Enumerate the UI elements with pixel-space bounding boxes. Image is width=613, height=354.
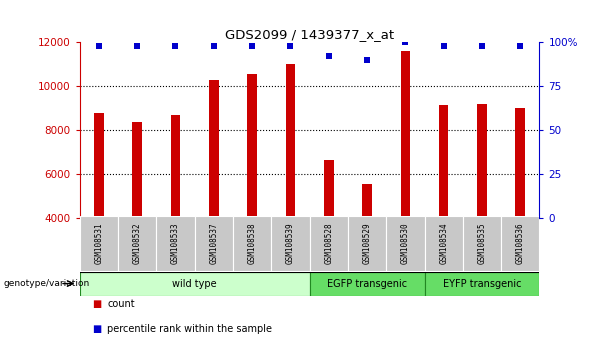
Point: [286, 43, 295, 49]
Bar: [132, 122, 142, 305]
Text: ■: ■: [92, 299, 101, 309]
Point: [324, 54, 333, 59]
Bar: [501, 216, 539, 271]
Text: GSM108528: GSM108528: [324, 223, 333, 264]
Bar: [271, 216, 310, 271]
Text: percentile rank within the sample: percentile rank within the sample: [107, 324, 272, 334]
Bar: [156, 216, 195, 271]
Point: [516, 43, 525, 49]
Text: GSM108529: GSM108529: [362, 223, 371, 264]
Bar: [463, 216, 501, 271]
Text: GSM108539: GSM108539: [286, 223, 295, 264]
Bar: [386, 216, 424, 271]
Point: [247, 43, 257, 49]
Bar: [247, 74, 257, 305]
Point: [94, 43, 104, 49]
Bar: [439, 105, 449, 305]
Point: [362, 57, 372, 63]
Bar: [233, 216, 271, 271]
Bar: [80, 216, 118, 271]
Bar: [118, 216, 156, 271]
Bar: [195, 216, 233, 271]
Text: EGFP transgenic: EGFP transgenic: [327, 279, 407, 289]
Bar: [424, 216, 463, 271]
Text: GSM108534: GSM108534: [439, 223, 448, 264]
Text: genotype/variation: genotype/variation: [3, 279, 89, 288]
Bar: [170, 115, 180, 305]
Bar: [80, 272, 310, 296]
Text: GSM108535: GSM108535: [478, 223, 487, 264]
Text: GSM108533: GSM108533: [171, 223, 180, 264]
Title: GDS2099 / 1439377_x_at: GDS2099 / 1439377_x_at: [225, 28, 394, 41]
Text: count: count: [107, 299, 135, 309]
Bar: [94, 113, 104, 305]
Bar: [424, 272, 539, 296]
Point: [132, 43, 142, 49]
Text: GSM108532: GSM108532: [132, 223, 142, 264]
Point: [400, 40, 410, 45]
Text: GSM108536: GSM108536: [516, 223, 525, 264]
Bar: [209, 80, 219, 305]
Bar: [516, 108, 525, 305]
Point: [170, 43, 180, 49]
Bar: [477, 104, 487, 305]
Text: EYFP transgenic: EYFP transgenic: [443, 279, 521, 289]
Text: ■: ■: [92, 324, 101, 334]
Text: GSM108538: GSM108538: [248, 223, 257, 264]
Bar: [348, 216, 386, 271]
Text: GSM108530: GSM108530: [401, 223, 410, 264]
Text: GSM108531: GSM108531: [94, 223, 104, 264]
Point: [439, 43, 449, 49]
Bar: [310, 272, 424, 296]
Bar: [286, 64, 295, 305]
Bar: [324, 160, 333, 305]
Text: GSM108537: GSM108537: [209, 223, 218, 264]
Bar: [400, 51, 410, 305]
Point: [209, 43, 219, 49]
Point: [477, 43, 487, 49]
Bar: [310, 216, 348, 271]
Text: wild type: wild type: [172, 279, 217, 289]
Bar: [362, 184, 372, 305]
